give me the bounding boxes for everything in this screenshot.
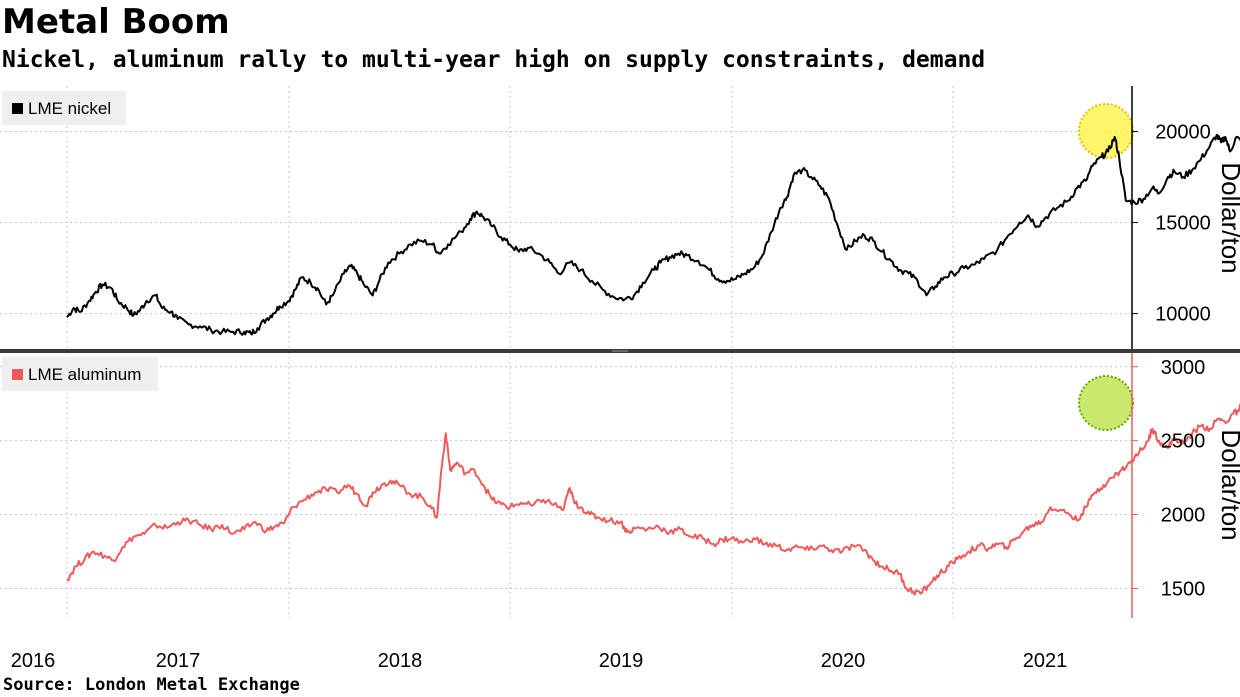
y-tick-label-10000: 10000 bbox=[1155, 304, 1211, 326]
highlight-circle-bottom bbox=[1078, 375, 1134, 431]
y-tick-label-2500: 2500 bbox=[1161, 431, 1206, 453]
legend-layer: LME nickel LME aluminum bbox=[2, 91, 158, 391]
y-tick-label-2000: 2000 bbox=[1161, 505, 1206, 527]
legend-box-bottom bbox=[2, 357, 158, 391]
y-tick-label-1500: 1500 bbox=[1161, 578, 1206, 600]
legend-swatch-top bbox=[12, 103, 23, 114]
grid-layer bbox=[0, 86, 1132, 618]
y-axis-label-bottom: Dollar/ton bbox=[1216, 429, 1240, 540]
legend-label-top: LME nickel bbox=[28, 99, 111, 118]
highlight-circle-top bbox=[1078, 103, 1134, 159]
chart-source: Source: London Metal Exchange bbox=[3, 675, 300, 695]
x-tick-label-2019: 2019 bbox=[599, 650, 644, 672]
series-line-lme-aluminum bbox=[66, 403, 1240, 596]
axis-layer: 100001500020000Dollar/ton150020002500300… bbox=[0, 86, 1240, 672]
y-axis-label-top: Dollar/ton bbox=[1216, 162, 1240, 273]
x-tick-label-2017: 2017 bbox=[156, 650, 201, 672]
chart-title: Metal Boom bbox=[2, 2, 230, 42]
series-layer bbox=[66, 103, 1240, 596]
y-tick-label-15000: 15000 bbox=[1155, 213, 1211, 235]
x-tick-label-2016: 2016 bbox=[11, 650, 56, 672]
legend-label-bottom: LME aluminum bbox=[28, 365, 141, 384]
x-tick-label-2021: 2021 bbox=[1023, 650, 1068, 672]
y-tick-label-3000: 3000 bbox=[1161, 357, 1206, 379]
x-tick-label-2020: 2020 bbox=[821, 650, 866, 672]
legend-swatch-bottom bbox=[12, 369, 23, 380]
series-line-lme-nickel bbox=[66, 133, 1240, 336]
y-tick-label-20000: 20000 bbox=[1155, 122, 1211, 144]
x-tick-label-2018: 2018 bbox=[378, 650, 423, 672]
chart-subtitle: Nickel, aluminum rally to multi-year hig… bbox=[2, 47, 986, 73]
